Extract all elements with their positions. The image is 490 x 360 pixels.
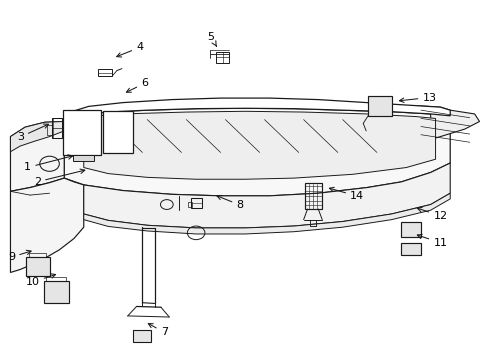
Bar — [51, 118, 62, 139]
Text: 14: 14 — [329, 187, 365, 201]
Bar — [44, 281, 69, 303]
Bar — [401, 222, 421, 237]
Text: 6: 6 — [126, 78, 148, 92]
Polygon shape — [10, 121, 69, 152]
Polygon shape — [10, 178, 84, 273]
Polygon shape — [84, 163, 450, 228]
Bar — [103, 111, 133, 153]
Bar — [98, 69, 112, 76]
Polygon shape — [84, 193, 450, 234]
Text: 13: 13 — [399, 93, 437, 103]
Bar — [29, 253, 46, 257]
Text: 7: 7 — [148, 324, 168, 337]
Bar — [63, 110, 101, 155]
Text: 5: 5 — [207, 32, 217, 46]
Bar — [216, 51, 229, 63]
Text: 4: 4 — [117, 42, 144, 57]
Polygon shape — [84, 111, 436, 179]
Text: 12: 12 — [417, 207, 447, 221]
Bar — [368, 96, 392, 116]
Text: 1: 1 — [24, 155, 73, 172]
Text: 8: 8 — [217, 195, 244, 210]
Text: 11: 11 — [417, 234, 447, 248]
Bar — [401, 243, 421, 256]
Text: 9: 9 — [8, 250, 31, 262]
Bar — [47, 125, 52, 135]
Polygon shape — [64, 108, 450, 196]
Bar — [26, 257, 49, 276]
Text: 10: 10 — [25, 274, 55, 287]
Bar — [73, 155, 94, 161]
Polygon shape — [10, 114, 64, 191]
Text: 2: 2 — [34, 169, 85, 187]
Bar — [305, 183, 322, 209]
Bar — [133, 330, 151, 342]
Polygon shape — [64, 98, 450, 118]
Bar — [46, 277, 66, 281]
Text: 3: 3 — [17, 124, 49, 142]
Polygon shape — [416, 105, 480, 142]
Bar — [191, 198, 202, 208]
Bar — [188, 202, 192, 207]
